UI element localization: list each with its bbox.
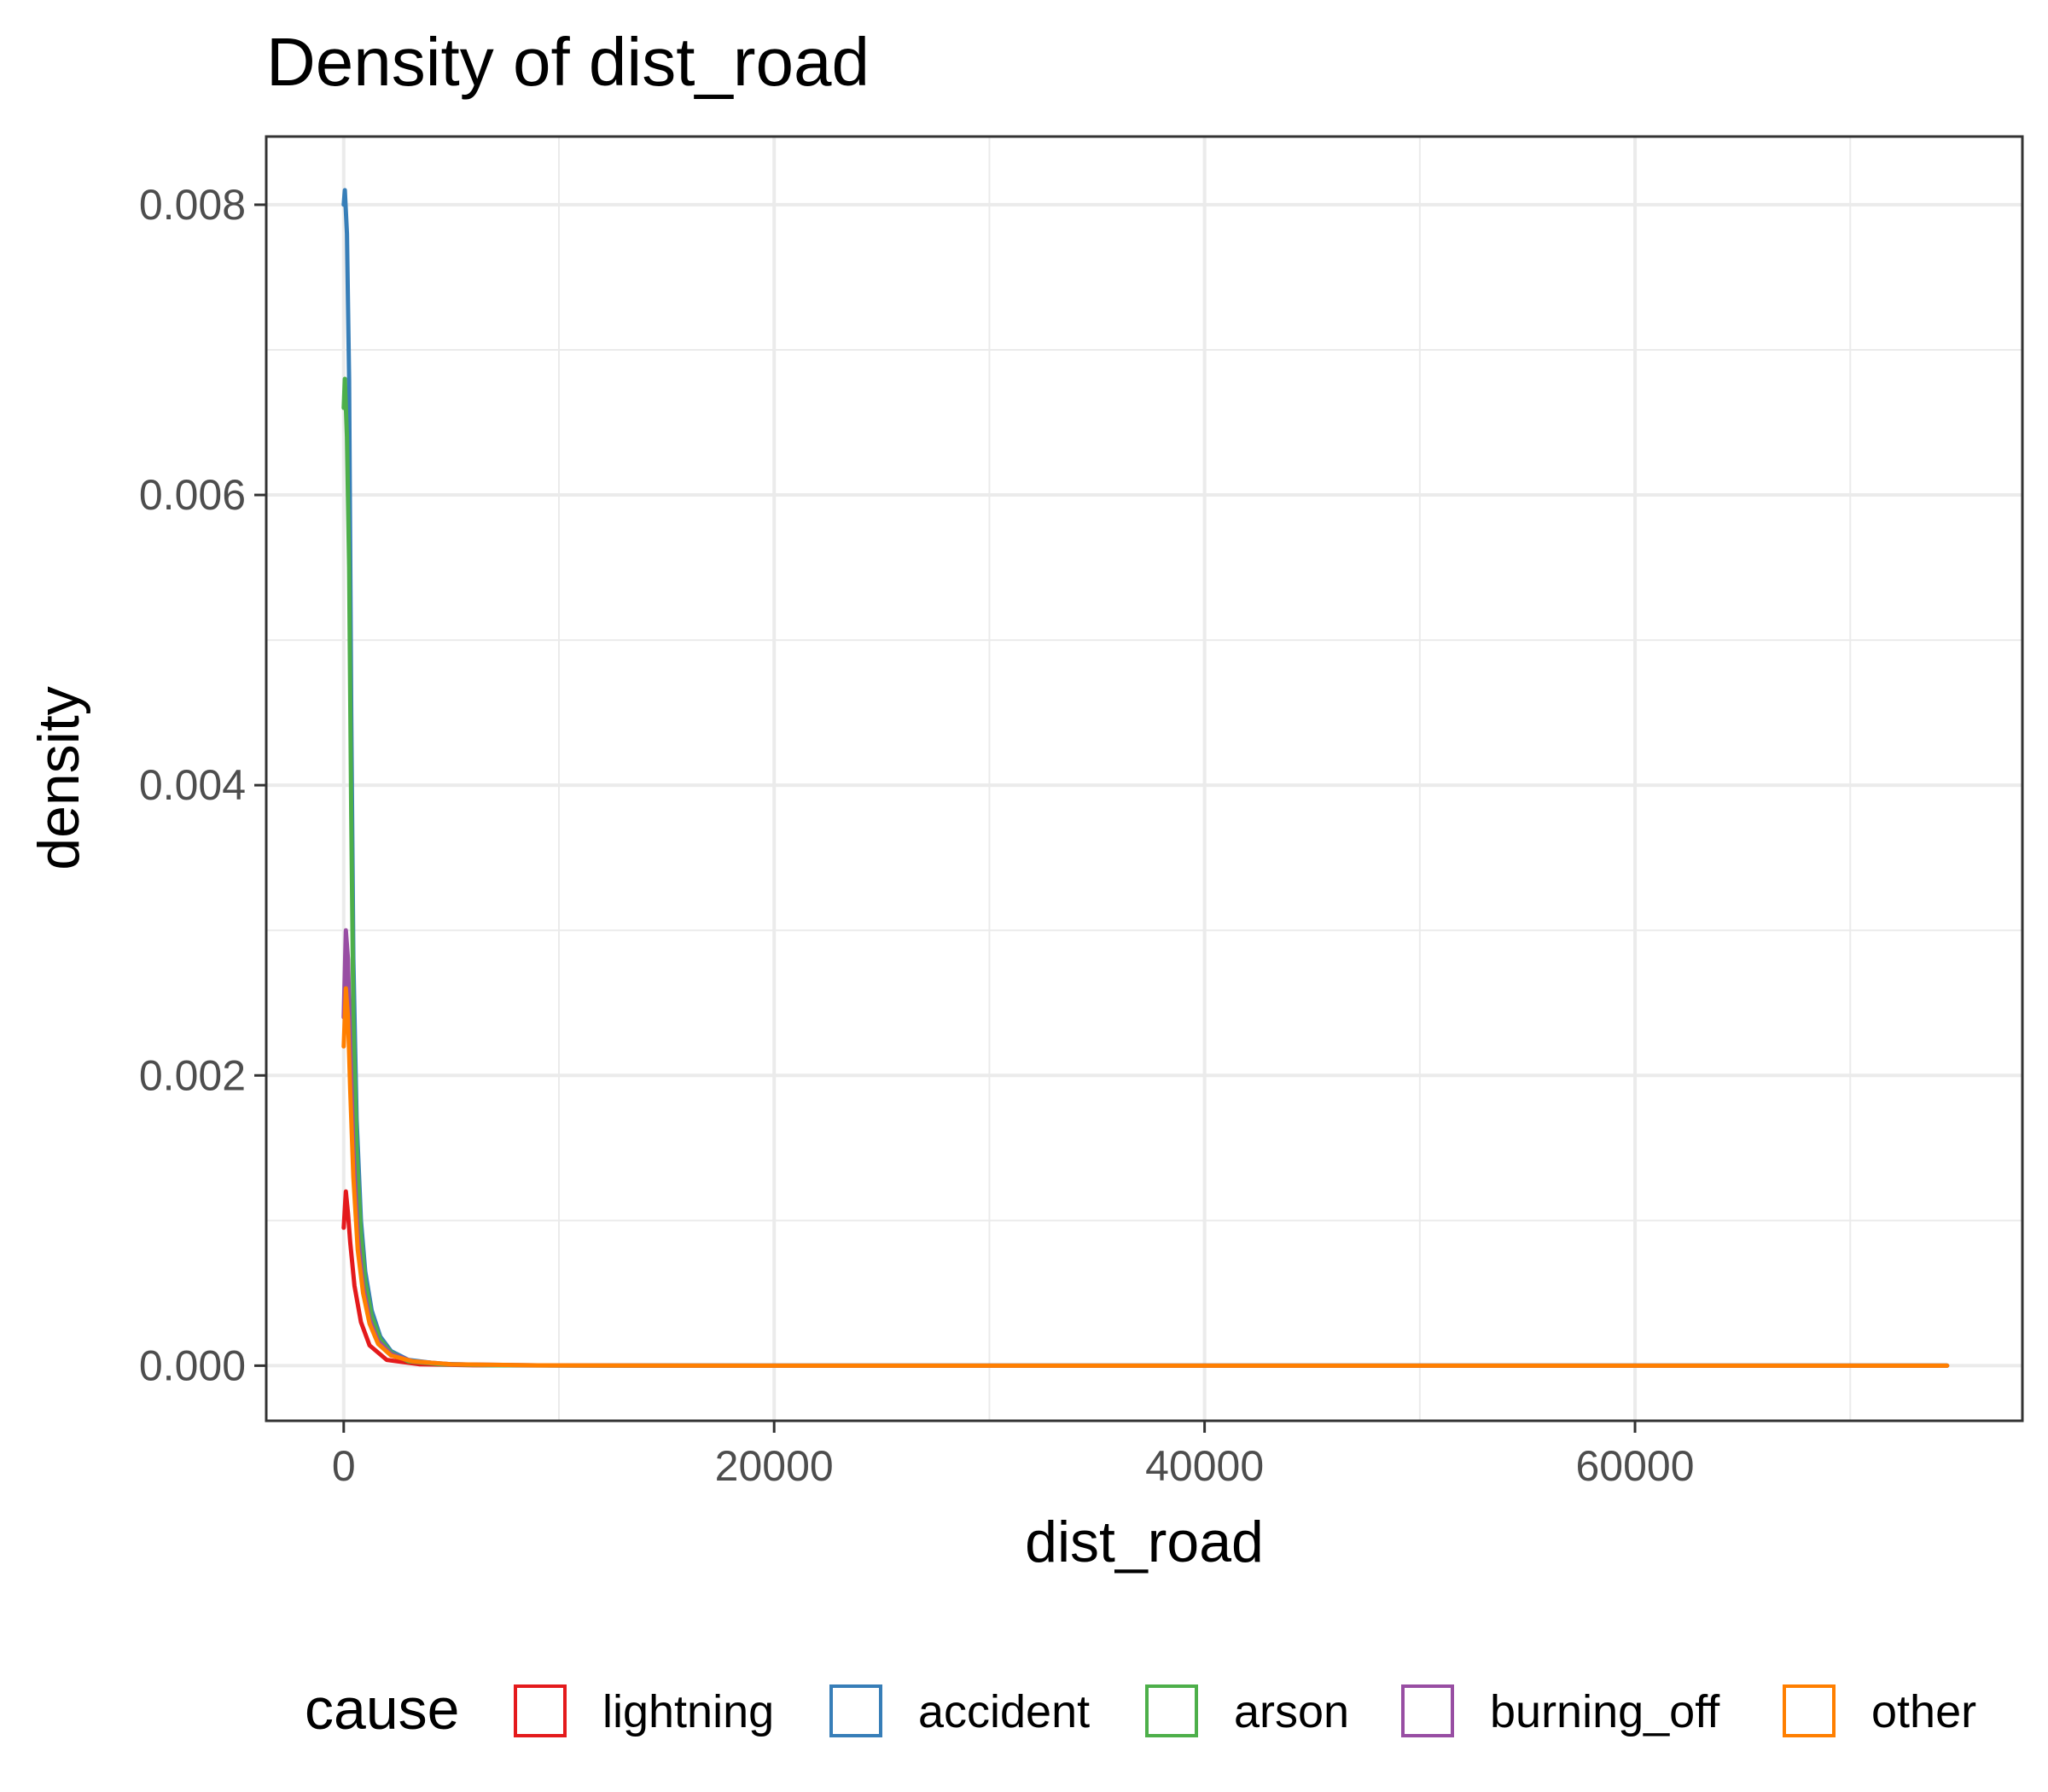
x-axis-title: dist_road (1025, 1510, 1264, 1574)
y-tick-label-4: 0.008 (139, 181, 246, 229)
y-axis-ticks: 0.000 0.002 0.004 0.006 0.008 (139, 181, 266, 1389)
legend-key-arson (1145, 1684, 1198, 1737)
legend-label-lightning: lightning (602, 1686, 774, 1737)
legend-key-lightning (514, 1684, 567, 1737)
series-lines (341, 188, 1950, 1368)
y-tick-label-3: 0.006 (139, 471, 246, 519)
y-tick-label-2: 0.004 (139, 761, 246, 809)
series-line-other (341, 986, 1950, 1368)
grid-minor (266, 137, 2022, 1421)
legend-key-other (1783, 1684, 1836, 1737)
x-axis-ticks: 0 20000 40000 60000 (332, 1421, 1695, 1490)
plot-border (265, 135, 2024, 1423)
x-tick-label-1: 20000 (715, 1442, 834, 1490)
legend-title: cause (305, 1677, 459, 1742)
legend-label-burning_off: burning_off (1490, 1686, 1720, 1737)
x-tick-label-3: 60000 (1576, 1442, 1695, 1490)
legend-key-burning_off (1401, 1684, 1454, 1737)
legend-label-accident: accident (918, 1686, 1090, 1737)
x-tick-label-2: 40000 (1145, 1442, 1264, 1490)
x-tick-label-0: 0 (332, 1442, 356, 1490)
legend-label-other: other (1871, 1686, 1976, 1737)
plot-panel (266, 137, 2022, 1421)
legend-key-accident (829, 1684, 882, 1737)
legend-label-arson: arson (1234, 1686, 1349, 1737)
y-tick-label-1: 0.002 (139, 1051, 246, 1099)
y-tick-label-0: 0.000 (139, 1341, 246, 1389)
legend: cause lightning accident arson burning_off o… (305, 1677, 1976, 1742)
y-axis-title: density (26, 686, 91, 870)
chart-title: Density of dist_road (266, 24, 870, 100)
